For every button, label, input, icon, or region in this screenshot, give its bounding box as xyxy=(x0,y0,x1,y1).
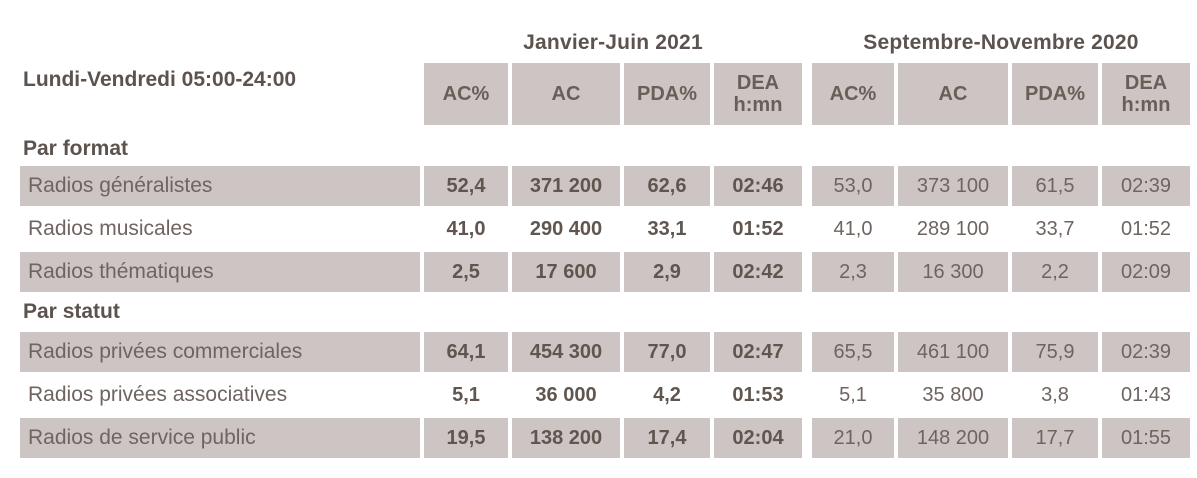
group-gap xyxy=(806,209,808,249)
column-header-dea-2021: DEA h:mn xyxy=(714,63,802,125)
value-cell: 17,7 xyxy=(1012,418,1098,458)
row-label: Radios thématiques xyxy=(20,252,420,292)
value-cell: 373 100 xyxy=(898,166,1008,206)
value-cell: 02:39 xyxy=(1102,166,1190,206)
value-cell: 5,1 xyxy=(839,383,867,406)
value-cell: 5,1 xyxy=(452,383,480,406)
value-cell: 35 800 xyxy=(922,383,984,406)
value-cell: 36 000 xyxy=(535,383,597,406)
group-gap xyxy=(806,166,808,206)
value-cell: 01:55 xyxy=(1102,418,1190,458)
value-cell: 02:39 xyxy=(1102,332,1190,372)
value-cell: 52,4 xyxy=(424,166,508,206)
value-cell: 65,5 xyxy=(812,332,894,372)
column-header-pda-pct-2020: PDA% xyxy=(1012,63,1098,125)
group-gap xyxy=(806,375,808,415)
table-row-radios-musicales: Radios musicales 41,0 290 400 33,1 01:52… xyxy=(20,209,1197,249)
value-cell: 02:42 xyxy=(714,252,802,292)
value-cell: 01:52 xyxy=(732,217,784,240)
value-cell: 41,0 xyxy=(833,217,873,240)
value-cell: 19,5 xyxy=(424,418,508,458)
row-label: Radios musicales xyxy=(28,217,193,240)
column-header-dea-2020: DEA h:mn xyxy=(1102,63,1190,125)
table-row-radios-privees-commerciales: Radios privées commerciales 64,1 454 300… xyxy=(20,332,1197,372)
value-cell: 289 100 xyxy=(916,217,990,240)
column-header-row: Lundi-Vendredi 05:00-24:00 AC% AC PDA% D… xyxy=(20,63,1197,125)
value-cell: 21,0 xyxy=(812,418,894,458)
column-header-ac-pct-2020: AC% xyxy=(812,63,894,125)
table-row-radios-generalistes: Radios généralistes 52,4 371 200 62,6 02… xyxy=(20,166,1197,206)
value-cell: 138 200 xyxy=(512,418,620,458)
table-row-radios-privees-associatives: Radios privées associatives 5,1 36 000 4… xyxy=(20,375,1197,415)
value-cell: 3,8 xyxy=(1041,383,1069,406)
dea-label: DEA xyxy=(1124,72,1168,94)
value-cell: 64,1 xyxy=(424,332,508,372)
group-gap xyxy=(806,418,808,458)
value-cell: 61,5 xyxy=(1012,166,1098,206)
value-cell: 33,1 xyxy=(647,217,687,240)
group-gap xyxy=(806,63,808,125)
group-title-sep-nov-2020: Septembre-Novembre 2020 xyxy=(863,30,1139,54)
value-cell: 62,6 xyxy=(624,166,710,206)
value-cell: 02:46 xyxy=(714,166,802,206)
row-label: Radios généralistes xyxy=(20,166,420,206)
value-cell: 290 400 xyxy=(529,217,603,240)
section-heading-par-format: Par format xyxy=(23,137,129,160)
group-title-row: Janvier-Juin 2021 Septembre-Novembre 202… xyxy=(20,26,1197,63)
value-cell: 148 200 xyxy=(898,418,1008,458)
value-cell: 17 600 xyxy=(512,252,620,292)
column-header-ac-2020: AC xyxy=(898,63,1008,125)
dea-label: DEA xyxy=(736,72,780,94)
value-cell: 2,9 xyxy=(624,252,710,292)
value-cell: 371 200 xyxy=(512,166,620,206)
value-cell: 02:47 xyxy=(714,332,802,372)
value-cell: 4,2 xyxy=(653,383,681,406)
value-cell: 2,2 xyxy=(1012,252,1098,292)
table-row-radios-de-service-public: Radios de service public 19,5 138 200 17… xyxy=(20,418,1197,458)
value-cell: 33,7 xyxy=(1035,217,1075,240)
value-cell: 01:43 xyxy=(1120,383,1172,406)
group-title-jan-jun-2021: Janvier-Juin 2021 xyxy=(523,30,703,54)
value-cell: 02:04 xyxy=(714,418,802,458)
table-row-radios-thematiques: Radios thématiques 2,5 17 600 2,9 02:42 … xyxy=(20,252,1197,292)
value-cell: 53,0 xyxy=(812,166,894,206)
dea-unit-label: h:mn xyxy=(1121,94,1171,116)
period-label: Lundi-Vendredi 05:00-24:00 xyxy=(23,68,297,91)
value-cell: 02:09 xyxy=(1102,252,1190,292)
dea-unit-label: h:mn xyxy=(733,94,783,116)
value-cell: 454 300 xyxy=(512,332,620,372)
value-cell: 01:52 xyxy=(1120,217,1172,240)
value-cell: 41,0 xyxy=(446,217,486,240)
column-header-ac-2021: AC xyxy=(512,63,620,125)
value-cell: 75,9 xyxy=(1012,332,1098,372)
value-cell: 2,3 xyxy=(812,252,894,292)
value-cell: 17,4 xyxy=(624,418,710,458)
value-cell: 16 300 xyxy=(898,252,1008,292)
column-header-ac-pct-2021: AC% xyxy=(424,63,508,125)
row-label: Radios privées commerciales xyxy=(20,332,420,372)
row-label: Radios privées associatives xyxy=(28,383,288,406)
row-label: Radios de service public xyxy=(20,418,420,458)
title-row-label-gap xyxy=(20,26,420,63)
value-cell: 77,0 xyxy=(624,332,710,372)
group-gap xyxy=(806,26,808,63)
section-heading-par-statut: Par statut xyxy=(23,300,120,323)
group-gap xyxy=(806,332,808,372)
value-cell: 01:53 xyxy=(732,383,784,406)
value-cell: 461 100 xyxy=(898,332,1008,372)
group-gap xyxy=(806,252,808,292)
column-header-pda-pct-2021: PDA% xyxy=(624,63,710,125)
value-cell: 2,5 xyxy=(424,252,508,292)
